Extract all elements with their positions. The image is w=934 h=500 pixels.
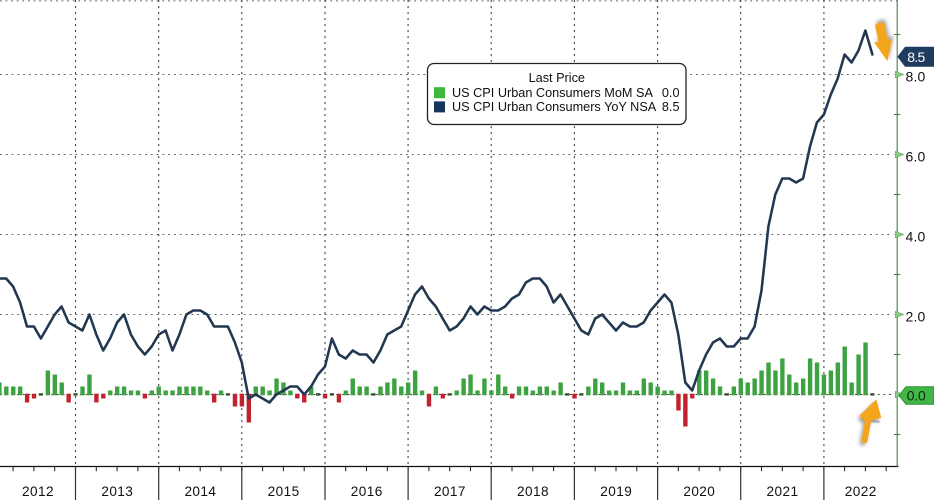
svg-text:6.0: 6.0 (906, 149, 926, 165)
svg-text:2014: 2014 (184, 484, 216, 499)
svg-text:2.0: 2.0 (906, 309, 926, 325)
svg-text:0.0: 0.0 (907, 388, 926, 404)
svg-text:8.0: 8.0 (906, 69, 926, 85)
svg-text:2012: 2012 (22, 484, 54, 499)
svg-text:2021: 2021 (767, 484, 799, 499)
svg-text:2022: 2022 (845, 484, 877, 499)
svg-text:Last Price: Last Price (529, 71, 585, 85)
svg-text:2016: 2016 (351, 484, 383, 499)
svg-text:2015: 2015 (268, 484, 300, 499)
svg-text:2019: 2019 (600, 484, 632, 499)
svg-text:2013: 2013 (101, 484, 133, 499)
svg-text:2018: 2018 (517, 484, 549, 499)
svg-text:8.5: 8.5 (907, 49, 925, 65)
svg-text:4.0: 4.0 (906, 229, 926, 245)
svg-text:US CPI Urban Consumers YoY NSA: US CPI Urban Consumers YoY NSA (452, 100, 657, 114)
svg-text:2020: 2020 (683, 484, 715, 499)
svg-text:2017: 2017 (434, 484, 466, 499)
svg-text:US CPI Urban Consumers MoM SA: US CPI Urban Consumers MoM SA (452, 86, 653, 100)
svg-text:0.0: 0.0 (662, 86, 680, 100)
svg-text:8.5: 8.5 (662, 100, 680, 114)
